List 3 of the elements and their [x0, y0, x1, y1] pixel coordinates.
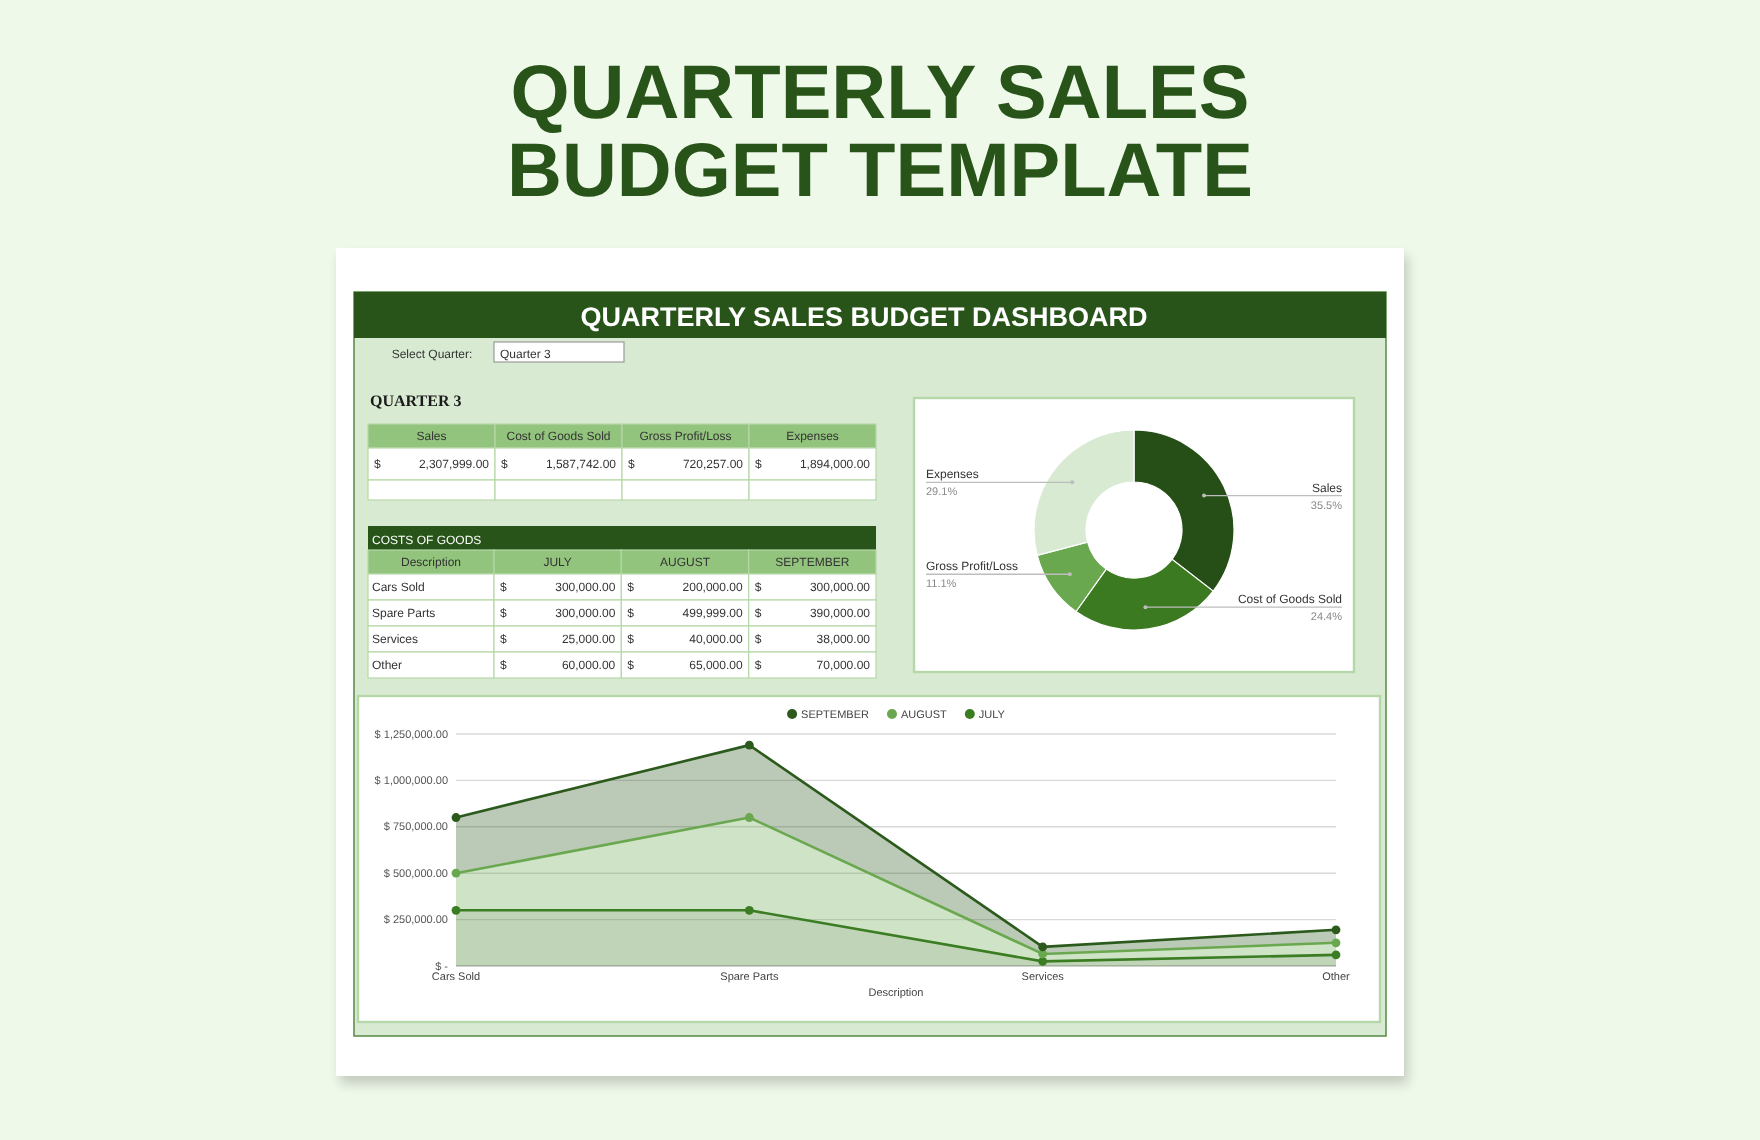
text: QUARTER 3	[370, 392, 462, 410]
text: QUARTERLY SALES BUDGET TEMPLATE	[507, 52, 1253, 214]
text: QUARTERLY SALES BUDGET DASHBOARD	[580, 302, 1149, 332]
